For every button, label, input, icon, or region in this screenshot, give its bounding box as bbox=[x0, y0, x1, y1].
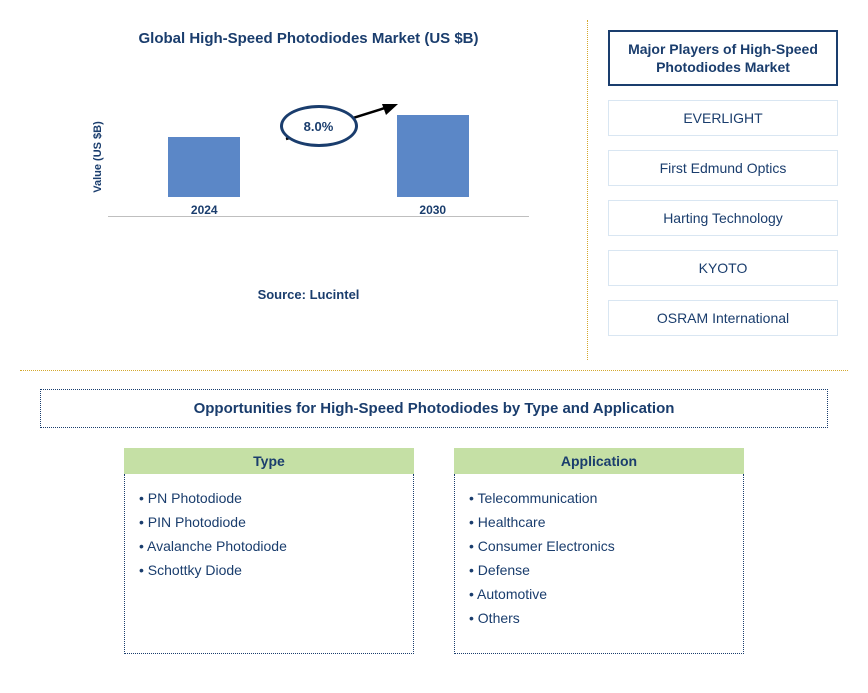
player-item: Harting Technology bbox=[608, 200, 838, 236]
horizontal-divider bbox=[20, 370, 848, 371]
list-item: • Defense bbox=[469, 558, 729, 582]
list-item: • Others bbox=[469, 606, 729, 630]
player-item: KYOTO bbox=[608, 250, 838, 286]
player-item: First Edmund Optics bbox=[608, 150, 838, 186]
list-item: • Telecommunication bbox=[469, 486, 729, 510]
player-item: EVERLIGHT bbox=[608, 100, 838, 136]
players-section: Major Players of High-Speed Photodiodes … bbox=[588, 20, 848, 360]
chart-area: Value (US $B) 8.0% 2024 2030 bbox=[90, 77, 547, 237]
type-category-box: Type • PN Photodiode• PIN Photodiode• Av… bbox=[124, 448, 414, 654]
growth-rate-label: 8.0% bbox=[304, 119, 334, 134]
top-row: Global High-Speed Photodiodes Market (US… bbox=[20, 20, 848, 360]
list-item: • PIN Photodiode bbox=[139, 510, 399, 534]
application-list: • Telecommunication• Healthcare• Consume… bbox=[454, 474, 744, 654]
categories-row: Type • PN Photodiode• PIN Photodiode• Av… bbox=[20, 448, 848, 654]
application-category-box: Application • Telecommunication• Healthc… bbox=[454, 448, 744, 654]
list-item: • Healthcare bbox=[469, 510, 729, 534]
bar-group-2024: 2024 bbox=[149, 137, 259, 217]
type-header: Type bbox=[124, 448, 414, 474]
chart-section: Global High-Speed Photodiodes Market (US… bbox=[20, 20, 588, 360]
opportunities-header: Opportunities for High-Speed Photodiodes… bbox=[40, 389, 828, 428]
chart-title: Global High-Speed Photodiodes Market (US… bbox=[50, 30, 567, 47]
list-item: • PN Photodiode bbox=[139, 486, 399, 510]
bar-2024 bbox=[168, 137, 240, 197]
source-label: Source: Lucintel bbox=[50, 287, 567, 302]
players-header: Major Players of High-Speed Photodiodes … bbox=[608, 30, 838, 86]
type-list: • PN Photodiode• PIN Photodiode• Avalanc… bbox=[124, 474, 414, 654]
x-label-2030: 2030 bbox=[419, 203, 446, 217]
list-item: • Consumer Electronics bbox=[469, 534, 729, 558]
list-item: • Avalanche Photodiode bbox=[139, 534, 399, 558]
application-header: Application bbox=[454, 448, 744, 474]
list-item: • Automotive bbox=[469, 582, 729, 606]
x-label-2024: 2024 bbox=[191, 203, 218, 217]
bar-2030 bbox=[397, 115, 469, 197]
list-item: • Schottky Diode bbox=[139, 558, 399, 582]
player-item: OSRAM International bbox=[608, 300, 838, 336]
growth-ellipse: 8.0% bbox=[280, 105, 358, 147]
growth-indicator: 8.0% bbox=[280, 105, 358, 147]
